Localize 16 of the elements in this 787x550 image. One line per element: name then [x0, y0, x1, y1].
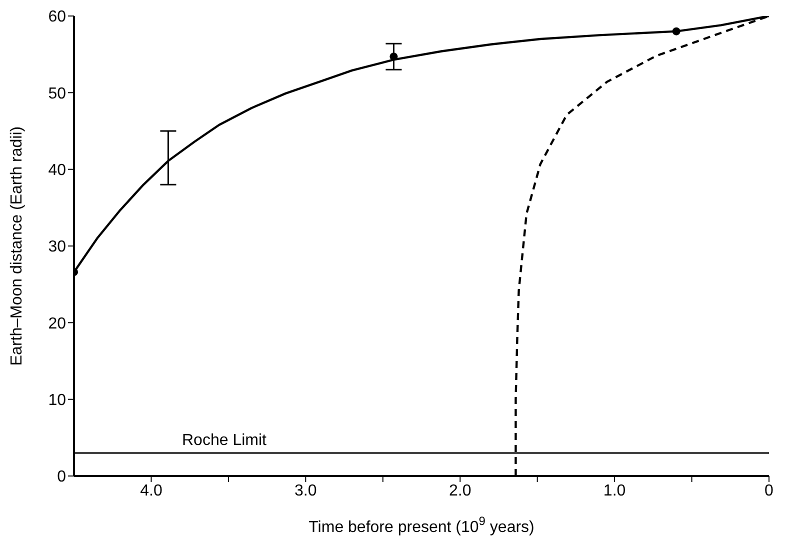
y-tick-label: 60: [48, 8, 66, 26]
y-tick-label: 30: [48, 238, 66, 256]
y-tick-label: 20: [48, 315, 66, 332]
x-tick-label: 0: [764, 482, 774, 500]
x-tick-label: 3.0: [294, 482, 317, 500]
y-tick-label: 40: [48, 162, 66, 180]
point: [672, 27, 680, 36]
y-tick-label: 0: [57, 468, 66, 486]
x-tick-label: 1.0: [603, 482, 626, 500]
y-axis-title: Earth–Moon distance (Earth radii): [8, 126, 26, 366]
ref-line-label: Roche Limit: [182, 432, 268, 449]
x-axis-title: Time before present (10$^{9}$ years): [308, 514, 534, 536]
x-tick-label: 2.0: [448, 482, 472, 500]
x-tick-label: 4.0: [140, 482, 162, 500]
y-tick-label: 10: [48, 392, 66, 410]
y-tick-label: 50: [48, 85, 66, 102]
